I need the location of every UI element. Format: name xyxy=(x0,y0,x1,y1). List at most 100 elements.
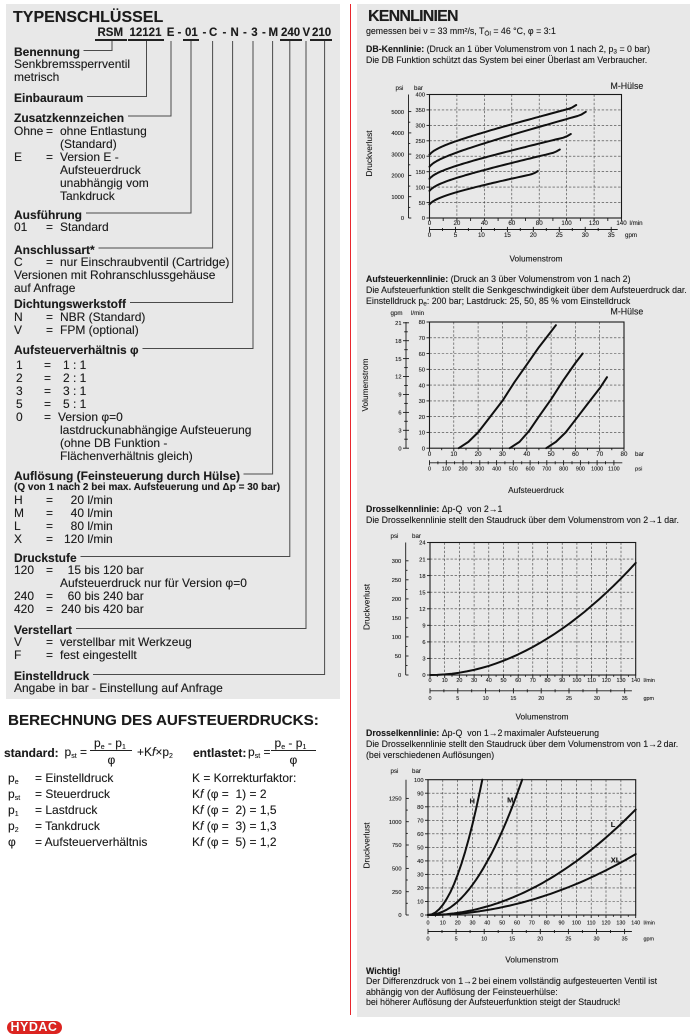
svg-text:140: 140 xyxy=(616,220,627,227)
svg-text:100: 100 xyxy=(442,466,451,472)
svg-text:25: 25 xyxy=(566,696,572,702)
svg-text:40: 40 xyxy=(417,859,423,865)
svg-text:1000: 1000 xyxy=(389,820,402,826)
svg-text:400: 400 xyxy=(416,93,426,99)
svg-text:30: 30 xyxy=(419,399,425,405)
svg-text:24: 24 xyxy=(419,541,425,547)
svg-text:0: 0 xyxy=(422,446,425,452)
svg-text:250: 250 xyxy=(416,139,426,145)
svg-text:80: 80 xyxy=(621,451,628,458)
svg-text:120: 120 xyxy=(602,921,611,927)
svg-text:Volumenstrom: Volumenstrom xyxy=(515,712,568,722)
svg-text:90: 90 xyxy=(559,678,565,684)
svg-text:800: 800 xyxy=(559,466,568,472)
svg-text:50: 50 xyxy=(419,368,425,374)
svg-text:400: 400 xyxy=(492,466,501,472)
svg-text:psi: psi xyxy=(391,533,399,540)
svg-text:21: 21 xyxy=(419,557,425,563)
svg-text:80: 80 xyxy=(536,220,543,227)
svg-text:15: 15 xyxy=(510,696,516,702)
svg-text:0: 0 xyxy=(428,220,432,227)
svg-text:250: 250 xyxy=(392,890,402,896)
svg-text:120: 120 xyxy=(589,220,600,227)
svg-text:18: 18 xyxy=(395,339,401,345)
svg-text:40: 40 xyxy=(484,921,490,927)
svg-text:0: 0 xyxy=(398,446,401,452)
svg-text:100: 100 xyxy=(572,921,581,927)
svg-text:gpm: gpm xyxy=(625,232,637,239)
svg-text:0: 0 xyxy=(428,232,432,239)
svg-text:M: M xyxy=(507,796,513,805)
svg-text:750: 750 xyxy=(392,843,402,849)
svg-text:bar: bar xyxy=(635,451,644,458)
svg-text:110: 110 xyxy=(587,921,596,927)
svg-text:60: 60 xyxy=(419,352,425,358)
svg-text:Volumenstrom: Volumenstrom xyxy=(505,955,558,965)
svg-text:0: 0 xyxy=(428,466,431,472)
svg-text:20: 20 xyxy=(417,886,423,892)
svg-text:bar: bar xyxy=(412,533,421,540)
svg-text:350: 350 xyxy=(416,108,426,114)
svg-text:0: 0 xyxy=(428,451,432,458)
svg-text:0: 0 xyxy=(398,673,401,679)
svg-text:5: 5 xyxy=(455,936,458,942)
svg-text:M-Hülse: M-Hülse xyxy=(611,307,644,317)
svg-text:1000: 1000 xyxy=(391,195,404,201)
svg-text:bar: bar xyxy=(412,768,421,775)
svg-text:20: 20 xyxy=(475,451,482,458)
svg-text:700: 700 xyxy=(542,466,551,472)
svg-text:50: 50 xyxy=(419,201,425,207)
svg-text:40: 40 xyxy=(523,451,530,458)
svg-text:100: 100 xyxy=(416,185,426,191)
svg-text:9: 9 xyxy=(398,393,401,399)
svg-text:4000: 4000 xyxy=(391,131,404,137)
svg-text:10: 10 xyxy=(450,451,457,458)
svg-text:40: 40 xyxy=(419,383,425,389)
svg-text:psi: psi xyxy=(391,768,399,775)
svg-text:10: 10 xyxy=(419,431,425,437)
svg-text:600: 600 xyxy=(526,466,535,472)
svg-text:30: 30 xyxy=(499,451,506,458)
svg-text:30: 30 xyxy=(582,232,589,239)
svg-text:gpm: gpm xyxy=(391,310,403,317)
svg-text:30: 30 xyxy=(470,921,476,927)
svg-text:100: 100 xyxy=(392,635,402,641)
svg-text:0: 0 xyxy=(427,936,430,942)
svg-text:bar: bar xyxy=(414,85,423,92)
svg-text:35: 35 xyxy=(622,696,628,702)
svg-text:90: 90 xyxy=(559,921,565,927)
svg-text:M-Hülse: M-Hülse xyxy=(611,81,644,91)
svg-text:80: 80 xyxy=(419,320,425,326)
svg-text:70: 70 xyxy=(529,921,535,927)
svg-text:3: 3 xyxy=(422,657,425,663)
svg-text:200: 200 xyxy=(416,155,426,161)
svg-text:l/min: l/min xyxy=(644,921,655,927)
svg-text:40: 40 xyxy=(481,220,488,227)
svg-text:10: 10 xyxy=(417,900,423,906)
svg-text:20: 20 xyxy=(537,936,543,942)
svg-text:100: 100 xyxy=(561,220,572,227)
svg-text:15: 15 xyxy=(419,590,425,596)
svg-text:250: 250 xyxy=(392,578,402,584)
svg-text:150: 150 xyxy=(416,170,426,176)
svg-text:psi: psi xyxy=(396,85,404,92)
svg-text:0: 0 xyxy=(429,678,432,684)
svg-text:H: H xyxy=(469,797,474,806)
svg-text:25: 25 xyxy=(556,232,563,239)
svg-text:2000: 2000 xyxy=(391,174,404,180)
svg-text:50: 50 xyxy=(499,921,505,927)
svg-text:12: 12 xyxy=(419,607,425,613)
svg-text:3: 3 xyxy=(398,429,401,435)
svg-text:Druckverlust: Druckverlust xyxy=(362,583,372,630)
svg-text:10: 10 xyxy=(481,936,487,942)
svg-text:100: 100 xyxy=(572,678,581,684)
svg-text:l/min: l/min xyxy=(630,220,644,227)
svg-text:5000: 5000 xyxy=(391,110,404,116)
svg-text:130: 130 xyxy=(616,921,625,927)
svg-text:Druckverlust: Druckverlust xyxy=(362,822,372,869)
svg-text:20: 20 xyxy=(456,678,462,684)
svg-text:0: 0 xyxy=(398,913,401,919)
svg-text:60: 60 xyxy=(508,220,515,227)
svg-text:70: 70 xyxy=(530,678,536,684)
svg-text:80: 80 xyxy=(417,805,423,811)
